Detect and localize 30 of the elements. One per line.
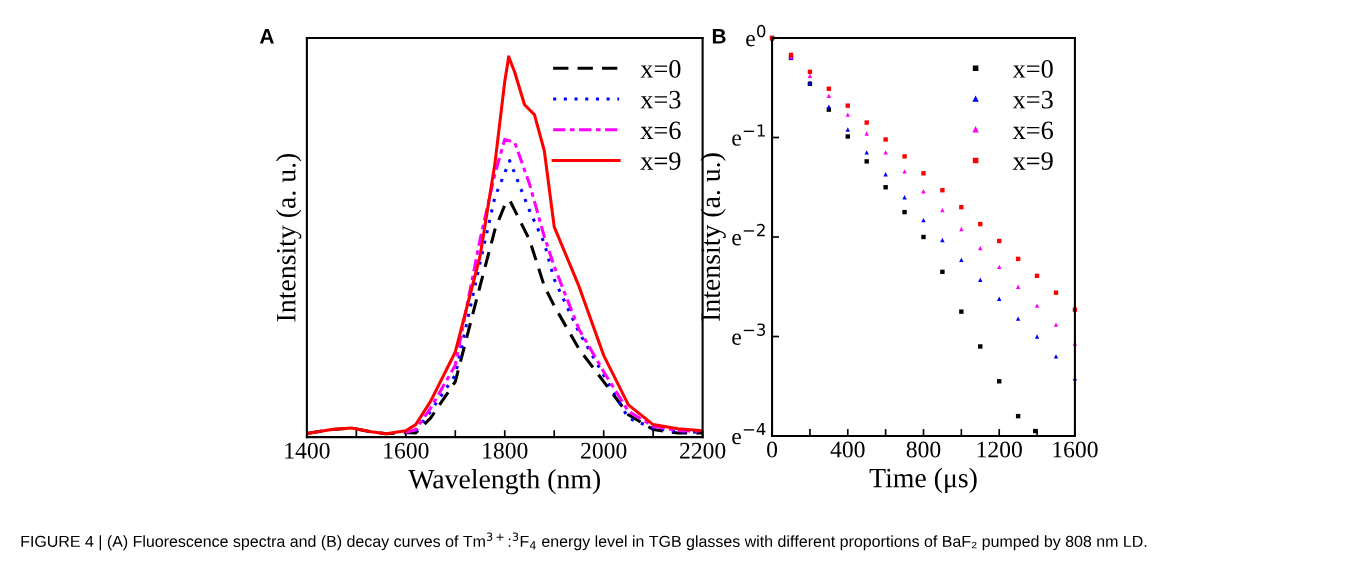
legend-label: x=9	[640, 152, 681, 170]
x-tick-label: 2000	[581, 442, 627, 459]
y-tick-label: e$^{−3}$	[732, 323, 766, 345]
x-tick-label: 2200	[680, 442, 726, 459]
chart-title: A	[259, 29, 274, 44]
x-tick-label: 0	[767, 441, 778, 458]
y-tick-label: e$^{−4}$	[732, 423, 766, 445]
x-tick-label: 400	[830, 441, 865, 458]
x-tick-label: 1800	[483, 442, 528, 459]
x-tick-label: 1400	[285, 442, 330, 459]
legend-label: x=9	[1012, 152, 1053, 170]
legend-label: x=6	[1012, 121, 1054, 140]
legend-label: x=0	[1012, 60, 1053, 78]
legend-label: x=3	[640, 90, 681, 109]
legend-label: x=3	[1012, 90, 1053, 109]
x-tick-label: 1600	[384, 442, 429, 459]
y-axis-title: Intensity (a. u.)	[276, 153, 302, 322]
x-axis-title: Time (μs)	[869, 467, 977, 494]
y-tick-label: e$^{−2}$	[732, 223, 765, 246]
x-axis-title: Wavelength (nm)	[408, 468, 600, 495]
x-tick-label: 1200	[977, 441, 1022, 458]
y-tick-label: e$^{−1}$	[732, 124, 765, 146]
caption: FIGURE 4 | (A) Fluorescence spectra and (B) decay curves of Tm$^{3+}$:$^{3}$F$_{4}$ energy level in TGB glasses with different proportions of BaF₂ pumped by 808 nm LD.	[21, 532, 1147, 551]
chart-title: B	[712, 29, 726, 44]
legend-label: x=6	[640, 121, 681, 140]
y-tick-label: e$^{0}$	[746, 24, 766, 47]
legend-label: x=0	[640, 60, 681, 78]
x-tick-label: 1600	[1053, 441, 1098, 458]
x-tick-label: 800	[906, 441, 941, 458]
y-axis-title: Intensity (a. u.)	[700, 153, 726, 321]
